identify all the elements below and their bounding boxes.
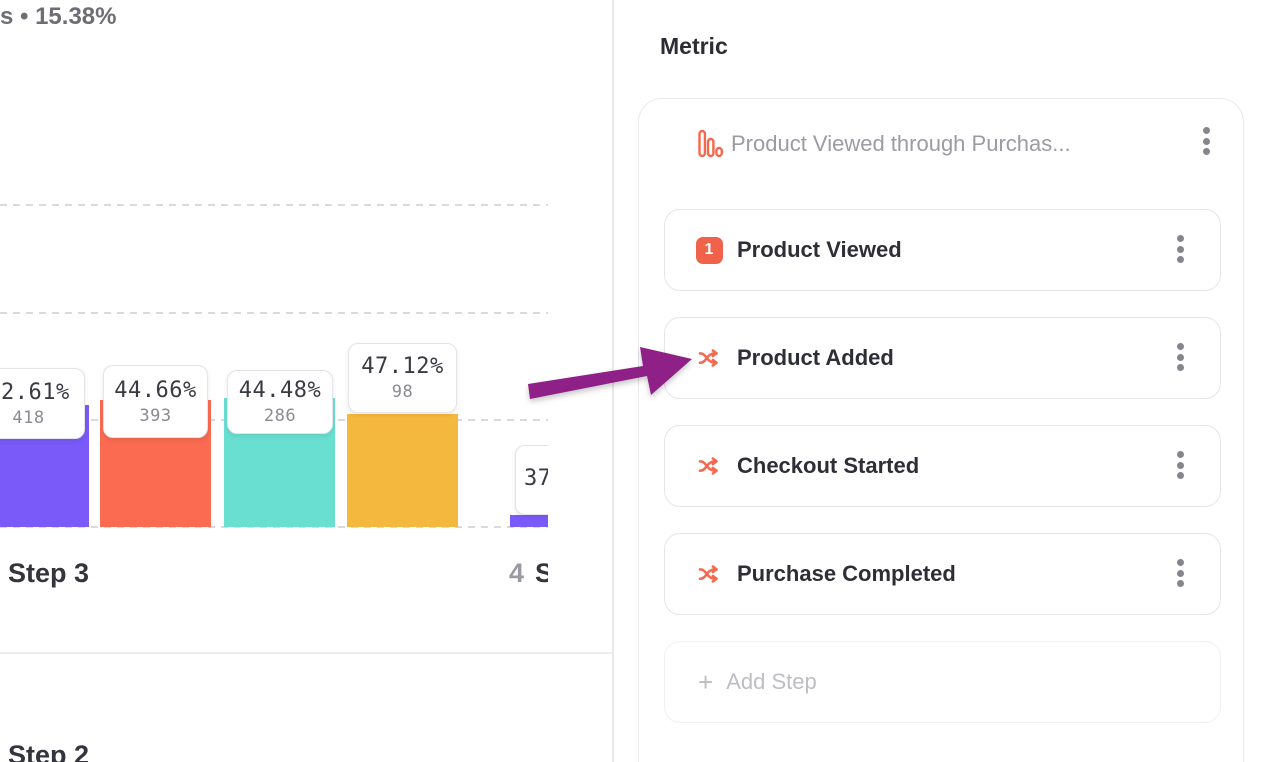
step-row-purchase-completed[interactable]: Purchase Completed (664, 533, 1221, 615)
kebab-dot (1177, 461, 1184, 469)
metric-panel-title: Metric (660, 33, 728, 59)
kebab-dot (1177, 559, 1184, 566)
kebab-dot (1177, 245, 1184, 253)
kebab-dot (1177, 235, 1184, 242)
axis-label-step-3: Step 3 (8, 558, 90, 588)
bar-count: 393 (139, 405, 172, 426)
bar-percent: 37 (524, 466, 548, 491)
kebab-dot (1177, 353, 1184, 361)
plus-icon: + (698, 667, 714, 697)
funnel-chart: 42.61% 418 44.66% 393 44.48% 286 47.12% … (0, 0, 548, 650)
shuffle-icon (695, 562, 723, 586)
step-kebab-menu-button[interactable] (1171, 337, 1190, 377)
metric-header[interactable]: Product Viewed through Purchas... (639, 99, 1243, 191)
step-kebab-menu-button[interactable] (1171, 445, 1190, 485)
bar-count: 418 (12, 407, 45, 428)
kebab-dot (1177, 364, 1184, 371)
step-label: Product Added (737, 345, 894, 370)
bar-value-label: 44.48% 286 (227, 370, 333, 434)
kebab-dot (1177, 569, 1184, 577)
kebab-dot (1203, 137, 1210, 145)
add-step-button[interactable]: + Add Step (664, 641, 1221, 723)
gridline (0, 312, 548, 314)
step-label: Product Viewed (737, 237, 902, 262)
step-label: Purchase Completed (737, 561, 956, 586)
bar-count: 286 (263, 406, 297, 426)
bar-value-label: 44.66% 393 (103, 365, 208, 438)
shuffle-icon (695, 454, 723, 478)
kebab-dot (1177, 472, 1184, 479)
bar-value-label: 47.12% 98 (348, 343, 457, 413)
gridline (0, 526, 548, 528)
bar-percent: 44.66% (114, 377, 197, 403)
step-row-product-viewed[interactable]: 1 Product Viewed (664, 209, 1221, 291)
step-label: Checkout Started (737, 453, 920, 478)
kebab-dot (1177, 343, 1184, 350)
next-section-heading: Step 2 (8, 740, 90, 762)
bar-percent: 44.48% (238, 378, 322, 403)
kebab-dot (1177, 256, 1184, 263)
metric-name: Product Viewed through Purchas... (731, 131, 1071, 156)
funnel-bar-4[interactable] (347, 219, 458, 527)
kebab-dot (1203, 148, 1210, 155)
bar-percent: 42.61% (0, 379, 70, 405)
axis-step-number: 4 (509, 558, 525, 588)
metric-panel: Metric Product Viewed through Purchas... (614, 0, 1264, 762)
bar-value-label: 37 (515, 445, 548, 515)
axis-step-text: S (535, 558, 548, 588)
shuffle-icon (695, 346, 723, 370)
bar-value-label: 42.61% 418 (0, 368, 85, 439)
add-step-label: Add Step (726, 669, 817, 694)
step-row-product-added[interactable]: Product Added (664, 317, 1221, 399)
step-kebab-menu-button[interactable] (1171, 553, 1190, 593)
metric-card: Product Viewed through Purchas... 1 Prod… (638, 98, 1244, 762)
kebab-dot (1177, 580, 1184, 587)
gridline (0, 204, 548, 206)
kebab-dot (1177, 451, 1184, 458)
bar-converted-segment (510, 515, 548, 527)
bar-count: 98 (391, 382, 414, 402)
funnel-bars-icon (698, 129, 723, 164)
funnel-chart-panel: s • 15.38% (0, 0, 612, 762)
chart-summary-stat: s • 15.38% (0, 3, 117, 30)
bar-percent: 47.12% (361, 354, 444, 379)
bar-converted-segment (347, 414, 458, 527)
step-number-badge: 1 (695, 236, 723, 264)
section-divider (0, 652, 612, 654)
metric-kebab-menu-button[interactable] (1197, 121, 1216, 161)
step-kebab-menu-button[interactable] (1171, 229, 1190, 269)
step-row-checkout-started[interactable]: Checkout Started (664, 425, 1221, 507)
kebab-dot (1203, 127, 1210, 134)
axis-label-step-4: 4 S (509, 558, 548, 589)
funnel-bar-5[interactable] (510, 410, 548, 527)
